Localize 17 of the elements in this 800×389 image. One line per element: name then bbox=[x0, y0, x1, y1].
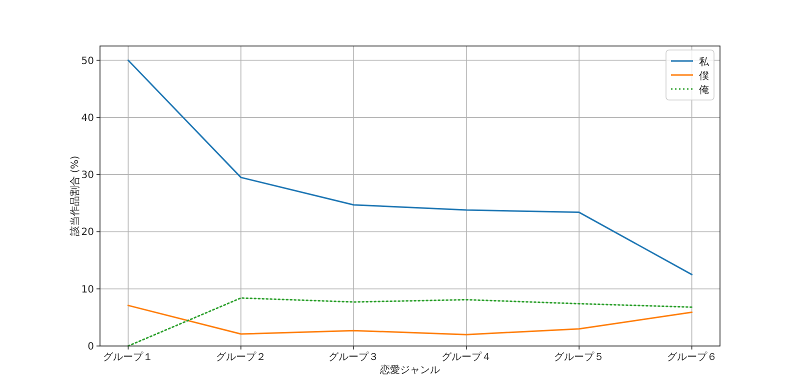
y-tick-label: 30 bbox=[81, 170, 94, 182]
x-tick-label: グループ４ bbox=[441, 351, 492, 363]
y-tick-label: 40 bbox=[81, 112, 94, 124]
y-axis-title: 該当作品割合 (%) bbox=[69, 156, 81, 236]
y-tick-label: 20 bbox=[81, 227, 94, 238]
y-tick-label: 10 bbox=[81, 284, 94, 296]
x-tick-label: グループ２ bbox=[216, 351, 266, 363]
y-tick-label: 0 bbox=[88, 342, 94, 352]
x-axis-title: 恋愛ジャンル bbox=[379, 364, 440, 376]
x-tick-label: グループ１ bbox=[103, 351, 154, 363]
legend-label: 私 bbox=[699, 56, 710, 68]
legend-label: 僕 bbox=[699, 71, 709, 82]
x-tick-label: グループ３ bbox=[328, 351, 379, 363]
legend-label: 俺 bbox=[699, 85, 709, 96]
y-tick-label: 50 bbox=[81, 56, 94, 67]
x-tick-label: グループ５ bbox=[554, 351, 604, 363]
x-tick-label: グループ６ bbox=[666, 351, 717, 363]
